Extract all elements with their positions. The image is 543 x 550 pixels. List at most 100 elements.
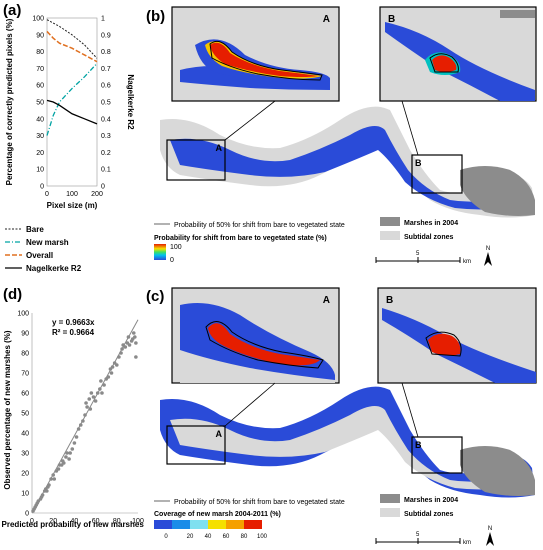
map-a-marker-c: A — [216, 429, 223, 439]
panel-c-label: (c) — [146, 288, 165, 305]
panel-d-point — [81, 419, 85, 423]
panel-d-point — [133, 335, 137, 339]
panel-d-ytick: 60 — [21, 391, 29, 398]
panel-a-xtick: 200 — [91, 191, 103, 198]
panel-a-label: (a) — [3, 2, 22, 19]
b-marsh-swatch — [380, 217, 400, 226]
legend-nagelkerke-label: Nagelkerke R2 — [26, 264, 82, 273]
panel-b-label: (b) — [146, 8, 166, 25]
panel-b-map: A B A B Probability of 50% for shift fro… — [154, 6, 537, 266]
panel-d-point — [91, 395, 96, 399]
panel-a-ytick-left: 90 — [36, 32, 44, 39]
b-colorbar-title: Probability for shift from bare to veget… — [154, 235, 327, 242]
c-colorbar-tick: 20 — [187, 534, 194, 540]
b-north-arrow-icon — [484, 252, 492, 266]
panel-d-x-axis-label: Predicted probability of new marshes (%) — [2, 520, 145, 529]
panel-a-ytick-right: 0.8 — [101, 49, 111, 56]
c-subtidal-label: Subtidal zones — [404, 511, 454, 518]
panel-a-ytick-right: 0.6 — [101, 83, 111, 90]
b-colorbar — [154, 244, 166, 260]
inset-b-letter-c: B — [386, 295, 393, 306]
panel-d-point — [89, 391, 94, 395]
panel-d-chart: Observed percentage of new marshes (%) P… — [2, 311, 145, 530]
panel-d-point — [134, 355, 138, 359]
panel-d-point — [65, 451, 69, 455]
panel-d-point — [84, 401, 88, 405]
map-b-marker-b: B — [415, 158, 422, 168]
panel-a-x-axis-label: Pixel size (m) — [47, 201, 98, 210]
inset-a-c: A — [171, 287, 340, 384]
inset-b-b: B — [379, 6, 537, 102]
panel-a-ytick-right: 0.5 — [101, 100, 111, 107]
panel-d-point — [95, 391, 100, 395]
panel-d-point — [93, 399, 98, 403]
panel-d-ytick: 20 — [21, 471, 29, 478]
b-subtidal-swatch — [380, 231, 400, 240]
c-marsh-swatch — [380, 494, 400, 503]
panel-d-ytick: 100 — [17, 311, 29, 318]
panel-d-xtick: 100 — [132, 518, 144, 525]
panel-d-point — [56, 467, 61, 471]
panel-d-ytick: 70 — [21, 371, 29, 378]
map-b-marker-c: B — [415, 440, 422, 450]
panel-d-point — [119, 351, 123, 355]
panel-a-series-bare — [46, 19, 98, 59]
panel-d-point — [88, 407, 93, 411]
b-scale-value: 5 — [416, 251, 420, 257]
c-north-letter: N — [488, 526, 492, 532]
map-a-marker-b: A — [216, 143, 223, 153]
panel-d-point — [117, 355, 121, 359]
panel-d-point — [45, 489, 49, 493]
panel-d-point — [102, 383, 106, 387]
panel-d-label: (d) — [3, 286, 23, 303]
panel-d-point — [47, 483, 51, 487]
panel-a-series-overall — [46, 30, 98, 63]
panel-d-point — [120, 347, 124, 351]
panel-a-ytick-left: 10 — [36, 167, 44, 174]
legend-bare-label: Bare — [26, 225, 44, 234]
panel-a-ytick-right: 0.1 — [101, 167, 111, 174]
panel-a-ytick-left: 70 — [36, 66, 44, 73]
c-colorbar-tick: 40 — [205, 534, 212, 540]
panel-d-point — [64, 455, 68, 459]
panel-d-ytick: 30 — [21, 451, 29, 458]
panel-d-ytick: 80 — [21, 351, 29, 358]
panel-a-plot-frame — [46, 17, 98, 187]
panel-d-ytick: 0 — [25, 511, 29, 518]
c-line-legend-label: Probability of 50% for shift from bare t… — [174, 499, 345, 506]
c-scale-unit: km — [463, 540, 471, 546]
panel-d-ytick: 40 — [21, 431, 29, 438]
panel-a-ytick-right: 1 — [101, 16, 105, 23]
panel-a-ytick-left: 80 — [36, 49, 44, 56]
legend-overall-label: Overall — [26, 251, 53, 260]
panel-a-ytick-left: 50 — [36, 100, 44, 107]
panel-d-ytick: 10 — [21, 491, 29, 498]
panel-d-point — [106, 375, 111, 379]
panel-d-point — [52, 477, 57, 481]
panel-d-point — [131, 331, 136, 335]
b-line-legend-label: Probability of 50% for shift from bare t… — [174, 222, 345, 229]
panel-d-xtick: 80 — [113, 518, 121, 525]
panel-d-point — [68, 451, 72, 455]
panel-d-point — [72, 441, 77, 445]
panel-d-point — [134, 341, 138, 345]
panel-d-point — [83, 413, 87, 417]
panel-d-ytick: 50 — [21, 411, 29, 418]
panel-d-xtick: 0 — [30, 518, 34, 525]
b-marsh-label: Marshes in 2004 — [404, 220, 458, 227]
panel-d-xtick: 40 — [71, 518, 79, 525]
panel-d-point — [78, 423, 83, 427]
c-colorbar-tick: 100 — [257, 534, 268, 540]
panel-a-ytick-right: 0.4 — [101, 116, 111, 123]
panel-a-ytick-right: 0.9 — [101, 32, 111, 39]
panel-a-series-nagelkerke-r2 — [46, 99, 98, 125]
legend-new-marsh-label: New marsh — [26, 238, 69, 247]
panel-d-point — [99, 379, 103, 383]
c-colorbar-tick: 0 — [164, 534, 168, 540]
panel-d-point — [49, 477, 53, 481]
c-north-arrow-icon — [486, 532, 494, 546]
c-scale-value: 5 — [416, 532, 420, 538]
c-colorbar-title: Coverage of new marsh 2004-2011 (%) — [154, 511, 281, 518]
panel-a-left-axis-label: Percentage of correctly predicted pixels… — [5, 18, 14, 185]
inset-a-letter-c: A — [323, 295, 330, 306]
